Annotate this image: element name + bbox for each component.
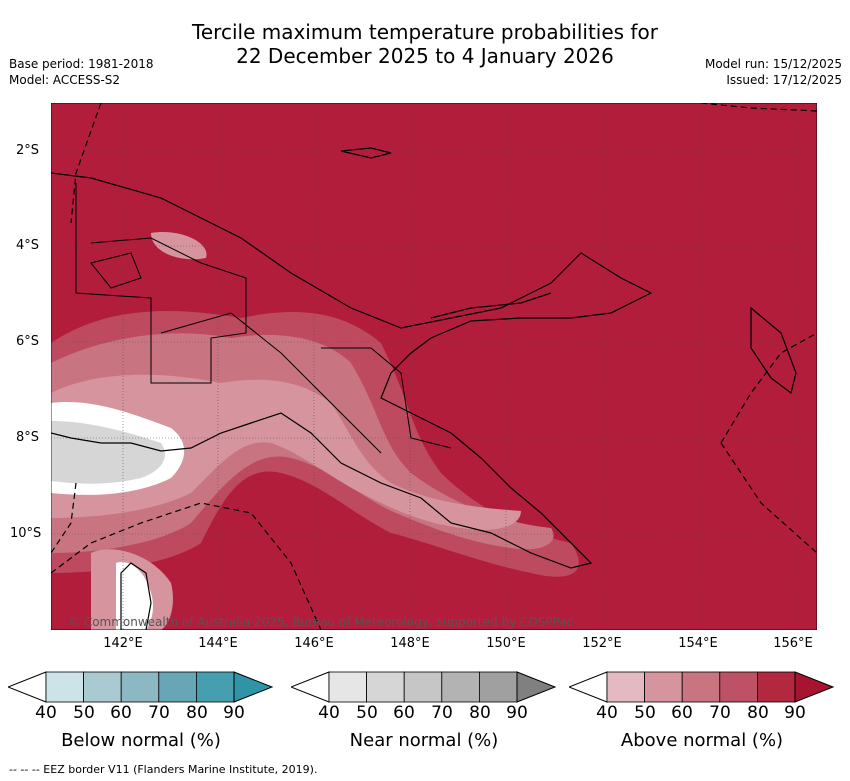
colorbar-near-normal bbox=[291, 671, 557, 703]
lon-tick-144e: 144°E bbox=[198, 636, 238, 651]
colorbar-segment bbox=[403, 671, 443, 703]
tick: 40 bbox=[596, 703, 618, 723]
lon-tick-148e: 148°E bbox=[390, 636, 430, 651]
tick: 50 bbox=[73, 703, 95, 723]
province-borders bbox=[75, 183, 452, 454]
issued-date: Issued: 17/12/2025 bbox=[726, 73, 842, 87]
probability-map: © Commonwealth of Australia 2025, Bureau… bbox=[51, 103, 817, 630]
near-normal-area bbox=[51, 402, 185, 630]
above-normal-label: Above normal (%) bbox=[620, 730, 784, 751]
title-line-2: 22 December 2025 to 4 January 2026 bbox=[236, 44, 614, 68]
copyright-notice: © Commonwealth of Australia 2025, Bureau… bbox=[68, 615, 573, 629]
lon-tick-146e: 146°E bbox=[294, 636, 334, 651]
colorbar-segment bbox=[120, 671, 160, 703]
colorbar-high-extend bbox=[516, 671, 557, 703]
lon-tick-152e: 152°E bbox=[582, 636, 622, 651]
colorbar-low-extend bbox=[8, 671, 47, 703]
colorbar-segment bbox=[606, 671, 645, 703]
tick: 60 bbox=[671, 703, 693, 723]
colorbar-segment bbox=[158, 671, 197, 703]
tick: 80 bbox=[747, 703, 769, 723]
colorbar-high-extend bbox=[794, 671, 835, 703]
colorbar-segment bbox=[719, 671, 758, 703]
colorbar-segment bbox=[328, 671, 367, 703]
lon-tick-142e: 142°E bbox=[103, 636, 143, 651]
colorbar-segment bbox=[366, 671, 405, 703]
model-run: Model run: 15/12/2025 bbox=[704, 57, 842, 71]
meta-right: Model run: 15/12/2025 Issued: 17/12/2025 bbox=[705, 56, 842, 88]
model-name: Model: ACCESS-S2 bbox=[9, 73, 121, 87]
colorbar-segment bbox=[441, 671, 480, 703]
colorbar-above-normal bbox=[569, 671, 835, 703]
map-title: Tercile maximum temperature probabilitie… bbox=[0, 20, 850, 68]
tick: 40 bbox=[35, 703, 57, 723]
lat-tick-4s: 4°S bbox=[16, 238, 40, 253]
lat-tick-10s: 10°S bbox=[10, 526, 42, 541]
near-normal-50 bbox=[51, 421, 165, 484]
colorbar-low-extend bbox=[291, 671, 330, 703]
lat-tick-2s: 2°S bbox=[16, 143, 40, 158]
colorbar-below-normal bbox=[8, 671, 274, 703]
lat-tick-6s: 6°S bbox=[16, 334, 40, 349]
title-line-1: Tercile maximum temperature probabilitie… bbox=[192, 20, 658, 44]
tick: 70 bbox=[709, 703, 731, 723]
tick: 70 bbox=[148, 703, 170, 723]
colorbar-high-extend bbox=[233, 671, 274, 703]
band-60-north bbox=[151, 232, 207, 260]
tick: 50 bbox=[356, 703, 378, 723]
base-period: Base period: 1981-2018 bbox=[9, 57, 154, 71]
tick: 90 bbox=[506, 703, 528, 723]
lat-tick-8s: 8°S bbox=[16, 430, 40, 445]
below-normal-label: Below normal (%) bbox=[61, 730, 221, 751]
colorbar-segment bbox=[83, 671, 122, 703]
graticule bbox=[51, 103, 817, 630]
colorbar-segment bbox=[45, 671, 84, 703]
colorbar-segment bbox=[195, 671, 235, 703]
tick: 90 bbox=[784, 703, 806, 723]
eez-footnote: -- -- -- EEZ border V11 (Flanders Marine… bbox=[9, 763, 318, 776]
lon-tick-150e: 150°E bbox=[486, 636, 526, 651]
near-normal-south bbox=[116, 562, 154, 630]
coastlines bbox=[51, 147, 797, 630]
lon-tick-154e: 154°E bbox=[678, 636, 718, 651]
tick: 60 bbox=[393, 703, 415, 723]
colorbar-segment bbox=[681, 671, 721, 703]
colorbar-segment bbox=[478, 671, 518, 703]
tick: 90 bbox=[223, 703, 245, 723]
colorbar-segment bbox=[644, 671, 683, 703]
tick: 80 bbox=[186, 703, 208, 723]
colorbar-segment bbox=[756, 671, 796, 703]
lon-tick-156e: 156°E bbox=[773, 636, 813, 651]
eez-borders bbox=[51, 103, 817, 630]
tick: 50 bbox=[634, 703, 656, 723]
colorbar-low-extend bbox=[569, 671, 608, 703]
tick: 60 bbox=[110, 703, 132, 723]
tick: 40 bbox=[318, 703, 340, 723]
tick: 80 bbox=[469, 703, 491, 723]
meta-left: Base period: 1981-2018 Model: ACCESS-S2 bbox=[9, 56, 154, 88]
near-normal-label: Near normal (%) bbox=[349, 730, 499, 751]
tick: 70 bbox=[431, 703, 453, 723]
